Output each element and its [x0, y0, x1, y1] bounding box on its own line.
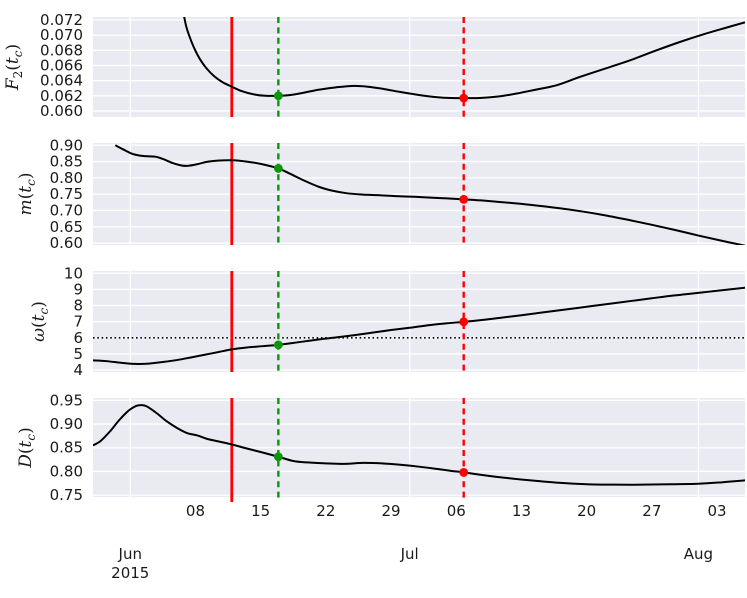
y-tick-label: 0.90: [50, 136, 83, 154]
y-tick-label: 5: [73, 345, 83, 363]
x-tick-label: 20: [577, 502, 596, 520]
d-green-marker: [273, 452, 283, 462]
f2-axis-label: F2(tc): [3, 44, 25, 91]
y-tick-label: 0.068: [40, 41, 83, 59]
x-tick-label: 03: [708, 502, 727, 520]
y-tick-label: 0.070: [40, 26, 83, 44]
f2-green-marker: [273, 91, 283, 101]
m-green-marker: [273, 164, 283, 173]
omega-red-marker: [459, 317, 469, 327]
y-tick-label: 0.90: [50, 415, 83, 433]
y-tick-label: 0.85: [50, 153, 83, 171]
omega-axis-label: ω(tc): [29, 301, 51, 342]
y-tick-label: 0.75: [50, 185, 83, 203]
f2-red-marker: [459, 93, 469, 103]
y-tick-label: 0.70: [50, 201, 83, 219]
y-tick-label: 0.062: [40, 87, 83, 105]
y-tick-label: 0.064: [40, 72, 83, 90]
y-tick-label: 0.65: [50, 218, 83, 236]
d-axis-label: D(tc): [16, 427, 38, 469]
y-tick-label: 0.80: [50, 462, 83, 480]
x-tick-label: 27: [642, 502, 661, 520]
x-tick-label: 13: [512, 502, 531, 520]
y-tick-label: 7: [73, 313, 83, 331]
month-label: Aug: [684, 545, 713, 563]
m-curve: [114, 144, 745, 245]
month-label: Jun: [118, 545, 142, 563]
omega-green-marker: [273, 340, 283, 350]
y-tick-label: 0.060: [40, 102, 83, 120]
y-tick-label: 8: [73, 297, 83, 315]
x-tick-label: 06: [447, 502, 466, 520]
x-tick-label: 08: [186, 502, 205, 520]
y-tick-label: 0.85: [50, 439, 83, 457]
month-label: Jul: [400, 545, 419, 563]
y-tick-label: 0.75: [50, 486, 83, 504]
x-tick-label: 29: [382, 502, 401, 520]
panel-d: 0.75 0.80 0.85 0.90 0.95 D(tc): [16, 391, 745, 504]
m-red-marker: [459, 194, 469, 204]
d-curve: [93, 404, 745, 486]
y-tick-label: 0.066: [40, 56, 83, 74]
m-axis-label: m(tc): [16, 173, 38, 216]
y-tick-label: 0.80: [50, 169, 83, 187]
panel-m: 0.600.650.700.750.800.850.90 m(tc): [16, 136, 745, 252]
omega-curve: [93, 286, 745, 365]
y-tick-label: 4: [73, 361, 83, 379]
x-tick-label: 15: [251, 502, 270, 520]
y-tick-label: 6: [73, 329, 83, 347]
y-tick-label: 9: [73, 280, 83, 298]
y-tick-label: 0.95: [50, 391, 83, 409]
x-tick-label: 22: [316, 502, 335, 520]
f2-curve: [183, 17, 745, 100]
d-red-marker: [459, 467, 469, 477]
year-label: 2015: [111, 564, 149, 582]
panel-f2-plot-area: [93, 17, 745, 117]
y-tick-label: 0.60: [50, 234, 83, 252]
y-tick-label: 0.072: [40, 11, 83, 29]
y-tick-label: 10: [64, 264, 83, 282]
